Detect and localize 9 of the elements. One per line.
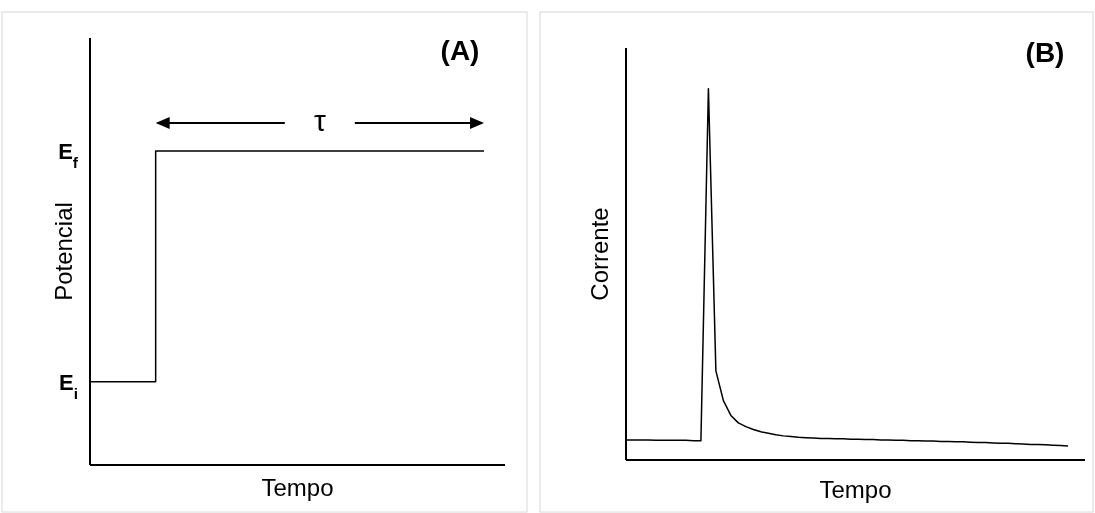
chart-title: (B)	[1025, 37, 1065, 68]
x-axis-title: Tempo	[261, 474, 334, 501]
text: E$_{f}$	[58, 139, 79, 171]
y-axis-title: Potencial	[50, 202, 77, 301]
chart-title: (A)	[440, 35, 480, 66]
y-axis-title: Corrente	[586, 207, 613, 301]
text: τ	[313, 104, 326, 138]
text: E$_{i}$	[59, 369, 78, 402]
x-axis-title: Tempo	[819, 476, 892, 503]
